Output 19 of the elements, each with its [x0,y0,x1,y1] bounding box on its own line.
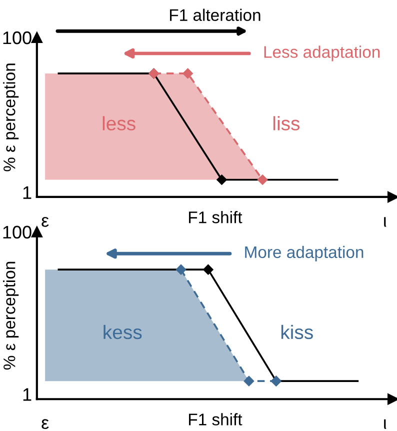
annotation: less [102,116,136,130]
x-tick-label: ι [384,217,386,227]
y-tick-label: 100 [3,226,32,239]
x-tick-label: ε [42,419,49,430]
annotation: kiss [281,324,313,340]
x-axis-title: F1 shift [189,413,242,426]
x-axis-title: F1 shift [189,211,242,224]
annotation: More adaptation [245,246,364,262]
y-axis-title: % ε perception [3,64,19,172]
y-tick-label: 100 [3,31,32,44]
annotation: kess [104,324,142,340]
y-tick-label: 1 [23,186,32,199]
x-tick-label: ι [384,419,386,429]
chart-title: F1 alteration [170,8,260,21]
y-axis-title: % ε perception [3,262,19,370]
x-tick-label: ε [42,217,49,227]
annotation: liss [273,116,300,130]
y-tick-label: 1 [23,388,32,401]
annotation: Less adaptation [264,46,380,62]
